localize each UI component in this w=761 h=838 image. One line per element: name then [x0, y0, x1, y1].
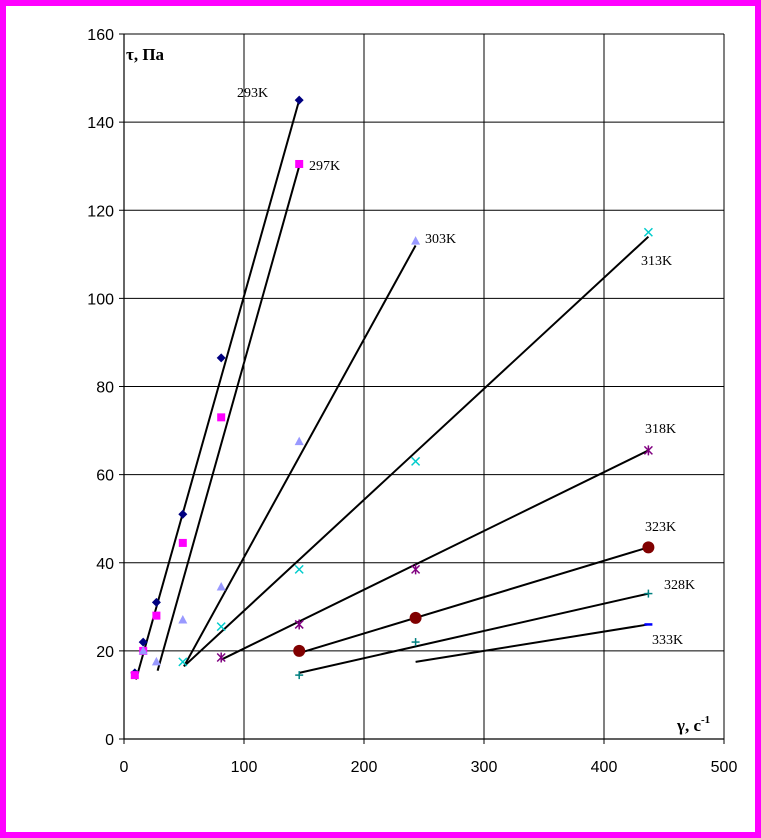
triangle-marker — [178, 615, 188, 624]
x-axis-title: γ, с-1 — [676, 714, 710, 735]
square-marker — [178, 538, 187, 547]
data-point — [217, 413, 226, 422]
y-tick-label: 120 — [87, 203, 114, 220]
y-tick-label: 140 — [87, 115, 114, 132]
circle-marker — [642, 541, 655, 554]
data-point — [294, 436, 304, 446]
data-point — [644, 589, 653, 598]
series-label-328K: 328K — [664, 578, 695, 593]
trend-lines — [135, 99, 650, 680]
y-tick-label: 100 — [87, 291, 114, 308]
square-marker — [130, 671, 139, 680]
trend-line-333K — [415, 623, 649, 663]
y-axis-title: τ, Па — [126, 45, 165, 64]
x-tick-label: 100 — [231, 759, 258, 776]
diamond-marker — [294, 95, 304, 105]
data-point — [178, 615, 188, 624]
trend-line-318K — [220, 449, 649, 661]
trend-line-323K — [298, 546, 649, 655]
x-marker-stroke — [178, 657, 188, 667]
diamond-marker — [151, 597, 161, 607]
data-point — [643, 227, 653, 237]
trend-line-293K — [135, 99, 301, 680]
data-point — [409, 611, 422, 624]
y-tick-label: 60 — [96, 468, 114, 485]
data-point — [642, 541, 655, 554]
x-tick-label: 300 — [471, 759, 498, 776]
series-label-293K: 293K — [237, 86, 268, 101]
diamond-marker — [216, 353, 226, 363]
gridlines — [124, 33, 725, 739]
tick-labels: 0 20 40 60 80 100 120 140 160 0 100 200 300 400 500 — [87, 27, 737, 776]
data-point — [411, 456, 421, 466]
data-point — [411, 564, 421, 575]
y-tick-label: 80 — [96, 380, 114, 397]
square-marker — [295, 159, 304, 168]
triangle-marker — [411, 236, 421, 245]
data-point — [643, 445, 653, 456]
series-label-318K: 318K — [645, 422, 676, 437]
data-point — [216, 622, 226, 632]
data-point — [294, 564, 304, 574]
triangle-marker — [294, 436, 304, 446]
series-label-303K: 303K — [425, 232, 456, 247]
data-point — [411, 638, 420, 647]
data-point — [138, 637, 148, 647]
diamond-marker — [178, 509, 188, 519]
triangle-marker — [216, 581, 226, 591]
y-tick-label: 20 — [96, 644, 114, 661]
x-marker-stroke — [411, 456, 421, 466]
triangle-marker — [151, 656, 161, 666]
data-point — [178, 509, 188, 519]
data-point — [178, 538, 187, 547]
data-markers — [130, 95, 655, 680]
x-tick-label: 400 — [591, 759, 618, 776]
y-tick-label: 40 — [96, 556, 114, 573]
trend-line-313K — [183, 235, 650, 668]
y-tick-label: 160 — [87, 27, 114, 44]
data-point — [178, 657, 188, 667]
diamond-marker — [138, 637, 148, 647]
series-label-297K: 297K — [309, 159, 340, 174]
triangle-marker — [138, 645, 148, 655]
data-point — [294, 619, 304, 630]
x-tick-label: 0 — [120, 759, 129, 776]
square-marker — [152, 611, 161, 620]
data-point — [151, 597, 161, 607]
trend-line-297K — [156, 165, 301, 671]
data-point — [295, 159, 304, 168]
data-point — [294, 95, 304, 105]
x-tick-label: 500 — [711, 759, 738, 776]
x-axis-title-main: γ, с — [676, 716, 701, 735]
series-label-323K: 323K — [645, 520, 676, 535]
data-point — [138, 645, 148, 655]
data-point — [152, 611, 161, 620]
x-marker-stroke — [216, 622, 226, 632]
trend-line-303K — [183, 245, 417, 667]
data-point — [216, 581, 226, 591]
data-point — [216, 353, 226, 363]
y-tick-label: 0 — [105, 732, 114, 749]
circle-marker — [409, 611, 422, 624]
x-marker-stroke — [294, 564, 304, 574]
x-marker-stroke — [643, 227, 653, 237]
axes — [119, 33, 725, 744]
data-point — [216, 652, 226, 663]
data-point — [293, 644, 306, 657]
data-point — [151, 656, 161, 666]
series-labels: 293K 297K 303K 313K 318K 323K 328K 333K — [237, 86, 695, 648]
square-marker — [217, 413, 226, 422]
data-point — [130, 671, 139, 680]
x-axis-title-exponent: -1 — [701, 714, 710, 726]
x-tick-label: 200 — [351, 759, 378, 776]
series-label-333K: 333K — [652, 633, 683, 648]
circle-marker — [293, 644, 306, 657]
data-point — [411, 236, 421, 245]
series-label-313K: 313K — [641, 254, 672, 269]
trend-line-328K — [298, 592, 649, 674]
data-point — [295, 671, 304, 680]
